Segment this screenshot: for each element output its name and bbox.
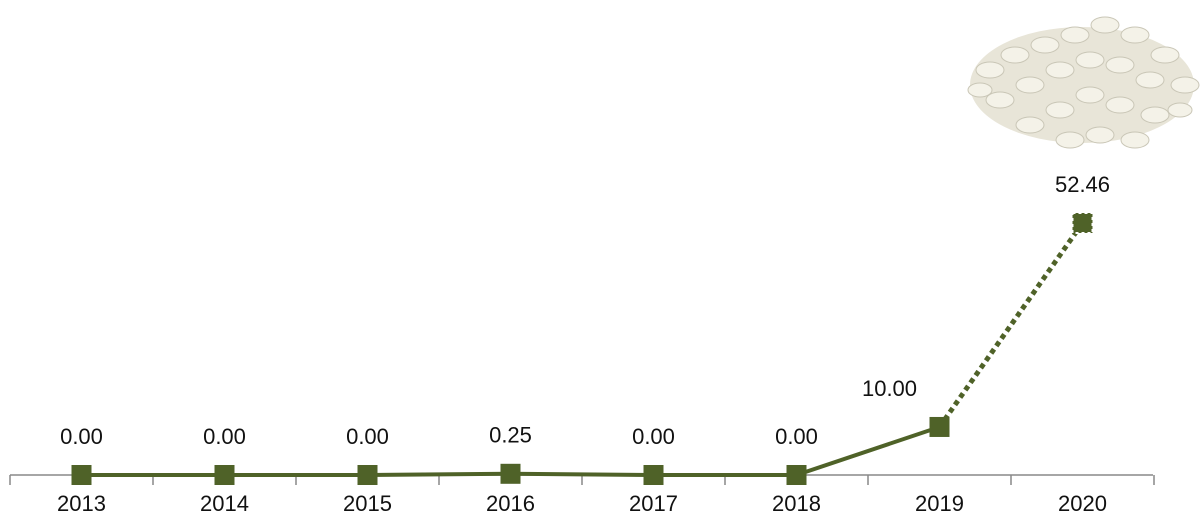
- value-label: 0.00: [632, 424, 675, 449]
- marker: [644, 465, 664, 485]
- x-tick-label: 2013: [57, 491, 106, 516]
- x-tick-label: 2016: [486, 491, 535, 516]
- x-tick-label: 2015: [343, 491, 392, 516]
- marker: [787, 465, 807, 485]
- marker: [72, 465, 92, 485]
- value-label: 0.00: [203, 424, 246, 449]
- value-label: 52.46: [1055, 172, 1110, 197]
- marker: [1073, 213, 1093, 233]
- marker: [358, 465, 378, 485]
- value-label: 0.00: [60, 424, 103, 449]
- value-label: 10.00: [862, 376, 917, 401]
- x-tick-label: 2019: [915, 491, 964, 516]
- pills-image: [968, 17, 1199, 148]
- value-label: 0.00: [775, 424, 818, 449]
- marker: [930, 417, 950, 437]
- value-label: 0.00: [346, 424, 389, 449]
- value-label: 0.25: [489, 423, 532, 448]
- dotted-line: [940, 223, 1083, 427]
- marker: [215, 465, 235, 485]
- x-tick-label: 2014: [200, 491, 249, 516]
- x-tick-label: 2018: [772, 491, 821, 516]
- marker: [501, 464, 521, 484]
- chart: 2013 2014 2015 2016 2017 2018 2019 2020 0.00 0.00…: [0, 0, 1203, 519]
- x-tick-label: 2017: [629, 491, 678, 516]
- x-tick-label: 2020: [1058, 491, 1107, 516]
